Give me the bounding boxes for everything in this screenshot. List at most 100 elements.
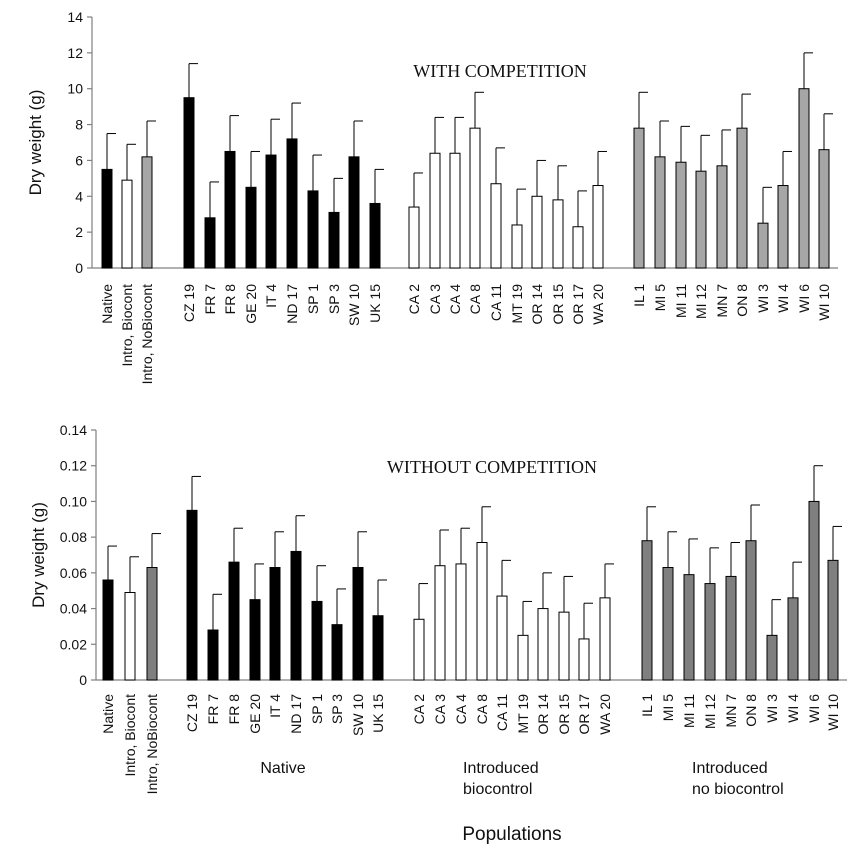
- x-tick-label: FR 8: [226, 694, 242, 725]
- x-tick-label: OR 15: [550, 284, 566, 325]
- x-tick-label: IT 4: [267, 694, 283, 718]
- y-tick-label: 2: [75, 224, 83, 240]
- bar-mi-5: [662, 567, 674, 681]
- bar-intro-biocont: [121, 179, 133, 269]
- x-tick-label: MI 5: [660, 694, 676, 721]
- bar-wi-3: [766, 634, 778, 681]
- x-tick-label: Native: [100, 694, 116, 734]
- bar-cz-19: [186, 509, 198, 681]
- y-tick-label: 0.14: [60, 422, 87, 438]
- x-tick-label: MT 19: [509, 284, 525, 324]
- x-tick-label: WI 6: [796, 284, 812, 313]
- x-tick-label: ON 8: [734, 284, 750, 317]
- y-tick-label: 8: [75, 117, 83, 133]
- x-tick-label: FR 8: [222, 284, 238, 315]
- bar-nd-17: [290, 550, 302, 681]
- bar-mt-19: [511, 224, 523, 269]
- bar-sp-1: [311, 600, 323, 681]
- bar-wi-6: [808, 500, 820, 681]
- x-tick-label: CA 4: [453, 694, 469, 725]
- x-tick-label: WA 20: [590, 284, 606, 325]
- group-label: Native: [260, 760, 305, 777]
- y-axis-label: Dry weight (g): [29, 502, 48, 608]
- bar-wi-4: [777, 185, 789, 269]
- bar-or-17: [578, 638, 590, 681]
- bar-ca-2: [413, 618, 425, 681]
- bar-ge-20: [245, 186, 257, 269]
- bar-uk-15: [372, 615, 384, 681]
- x-tick-label: ON 8: [743, 694, 759, 727]
- bar-or-15: [558, 611, 570, 681]
- x-tick-label: OR 17: [570, 284, 586, 325]
- x-tick-label: CA 8: [467, 284, 483, 315]
- x-tick-label: SP 1: [305, 284, 321, 314]
- y-tick-label: 0.08: [60, 529, 87, 545]
- bar-wi-6: [798, 88, 810, 269]
- x-tick-label: SP 1: [309, 694, 325, 724]
- x-tick-label: SP 3: [326, 284, 342, 314]
- y-tick-label: 14: [67, 9, 83, 25]
- y-tick-label: 0.06: [60, 565, 87, 581]
- bar-wa-20: [599, 597, 611, 681]
- x-tick-label: WI 4: [775, 284, 791, 313]
- bar-il-1: [641, 540, 653, 681]
- bar-or-14: [531, 195, 543, 269]
- bar-on-8: [736, 127, 748, 269]
- bar-sp-1: [307, 190, 319, 269]
- x-tick-label: CA 8: [474, 694, 490, 725]
- bar-or-14: [537, 608, 549, 681]
- bar-ca-3: [434, 565, 446, 681]
- bar-or-15: [552, 199, 564, 269]
- bar-ca-11: [496, 595, 508, 681]
- x-tick-label: CA 4: [447, 284, 463, 315]
- bar-il-1: [633, 127, 645, 269]
- x-tick-label: Native: [99, 284, 115, 324]
- x-tick-label: Intro, NoBiocont: [144, 694, 160, 794]
- bar-wi-10: [827, 559, 839, 681]
- bar-wi-3: [757, 222, 769, 269]
- bar-intro-biocont: [124, 592, 136, 681]
- x-tick-label: SW 10: [350, 694, 366, 736]
- bar-sw-10: [352, 567, 364, 681]
- x-tick-label: MT 19: [515, 694, 531, 734]
- x-tick-label: MI 11: [681, 694, 697, 728]
- x-tick-label: CZ 19: [181, 284, 197, 322]
- x-tick-label: OR 17: [576, 694, 592, 735]
- x-tick-label: FR 7: [202, 284, 218, 315]
- x-tick-label: UK 15: [370, 694, 386, 733]
- bar-uk-15: [369, 202, 381, 269]
- x-tick-label: MI 5: [652, 284, 668, 311]
- x-tick-label: WI 10: [825, 694, 841, 731]
- bar-sp-3: [328, 211, 340, 269]
- bar-mi-12: [695, 170, 707, 269]
- y-tick-label: 0.10: [60, 493, 87, 509]
- bar-native: [102, 579, 114, 681]
- bar-intro-nobiocont: [146, 567, 158, 681]
- bar-fr-7: [207, 629, 219, 681]
- y-tick-label: 4: [75, 188, 83, 204]
- x-tick-label: CA 11: [494, 694, 510, 731]
- x-tick-label: ND 17: [284, 284, 300, 324]
- y-axis-label: Dry weight (g): [26, 90, 45, 196]
- x-tick-label: IL 1: [639, 694, 655, 717]
- y-tick-label: 6: [75, 152, 83, 168]
- y-tick-label: 10: [67, 81, 83, 97]
- bar-native: [101, 168, 113, 269]
- group-label: biocontrol: [463, 781, 532, 798]
- group-label: Introduced: [463, 760, 539, 777]
- x-tick-label: ND 17: [288, 694, 304, 734]
- x-tick-label: OR 14: [535, 694, 551, 735]
- bar-ca-3: [429, 152, 441, 269]
- bar-fr-8: [224, 150, 236, 269]
- x-tick-label: CA 2: [406, 284, 422, 315]
- x-tick-label: IT 4: [263, 284, 279, 308]
- bar-on-8: [745, 540, 757, 681]
- group-label: Introduced: [692, 760, 768, 777]
- x-tick-label: SW 10: [346, 284, 362, 326]
- bar-intro-nobiocont: [141, 156, 153, 269]
- chart-panel-1: 0 2 4 6 8 10 12 14 Dry weight (g) WITH COMPETITIO…: [26, 9, 838, 384]
- bar-ge-20: [249, 599, 261, 681]
- bar-fr-7: [204, 217, 216, 269]
- x-tick-label: CZ 19: [184, 694, 200, 732]
